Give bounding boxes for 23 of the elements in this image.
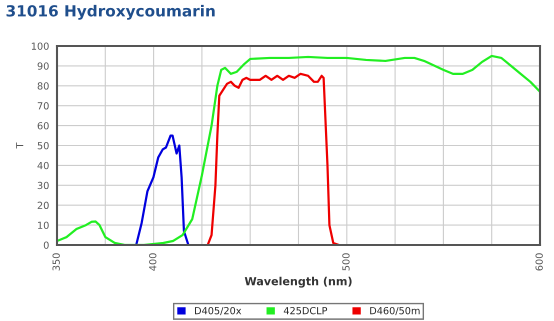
x-tick-label: 400 [149, 253, 156, 271]
y-tick-label: 20 [38, 202, 49, 210]
x-tick-label: 600 [535, 253, 543, 271]
y-tick-label: 10 [38, 222, 49, 229]
legend-label: 425DCLP [284, 306, 328, 314]
y-tick-label: 80 [38, 82, 49, 90]
y-tick-label: 90 [38, 62, 49, 70]
y-tick-label: 30 [38, 182, 49, 190]
legend-label: D405/20x [195, 306, 242, 316]
y-tick-label: 0 [44, 241, 49, 249]
y-tick-label: 60 [38, 122, 49, 130]
x-tick-label: 500 [342, 253, 350, 270]
line-series [135, 134, 190, 245]
legend-label: D460/50m [370, 306, 420, 316]
x-tick-label: 350 [52, 253, 60, 270]
y-tick-label: 100 [32, 42, 49, 50]
x-axis-title: Wavelength (nm) [244, 276, 352, 288]
y-tick-label: 40 [37, 162, 49, 170]
line-series [206, 72, 340, 245]
chart-title: 31016 Hydroxycoumarin [6, 4, 215, 20]
y-axis-title: T [16, 142, 24, 148]
y-tick-label: 50 [38, 142, 49, 150]
y-tick-label: 70 [38, 102, 49, 110]
